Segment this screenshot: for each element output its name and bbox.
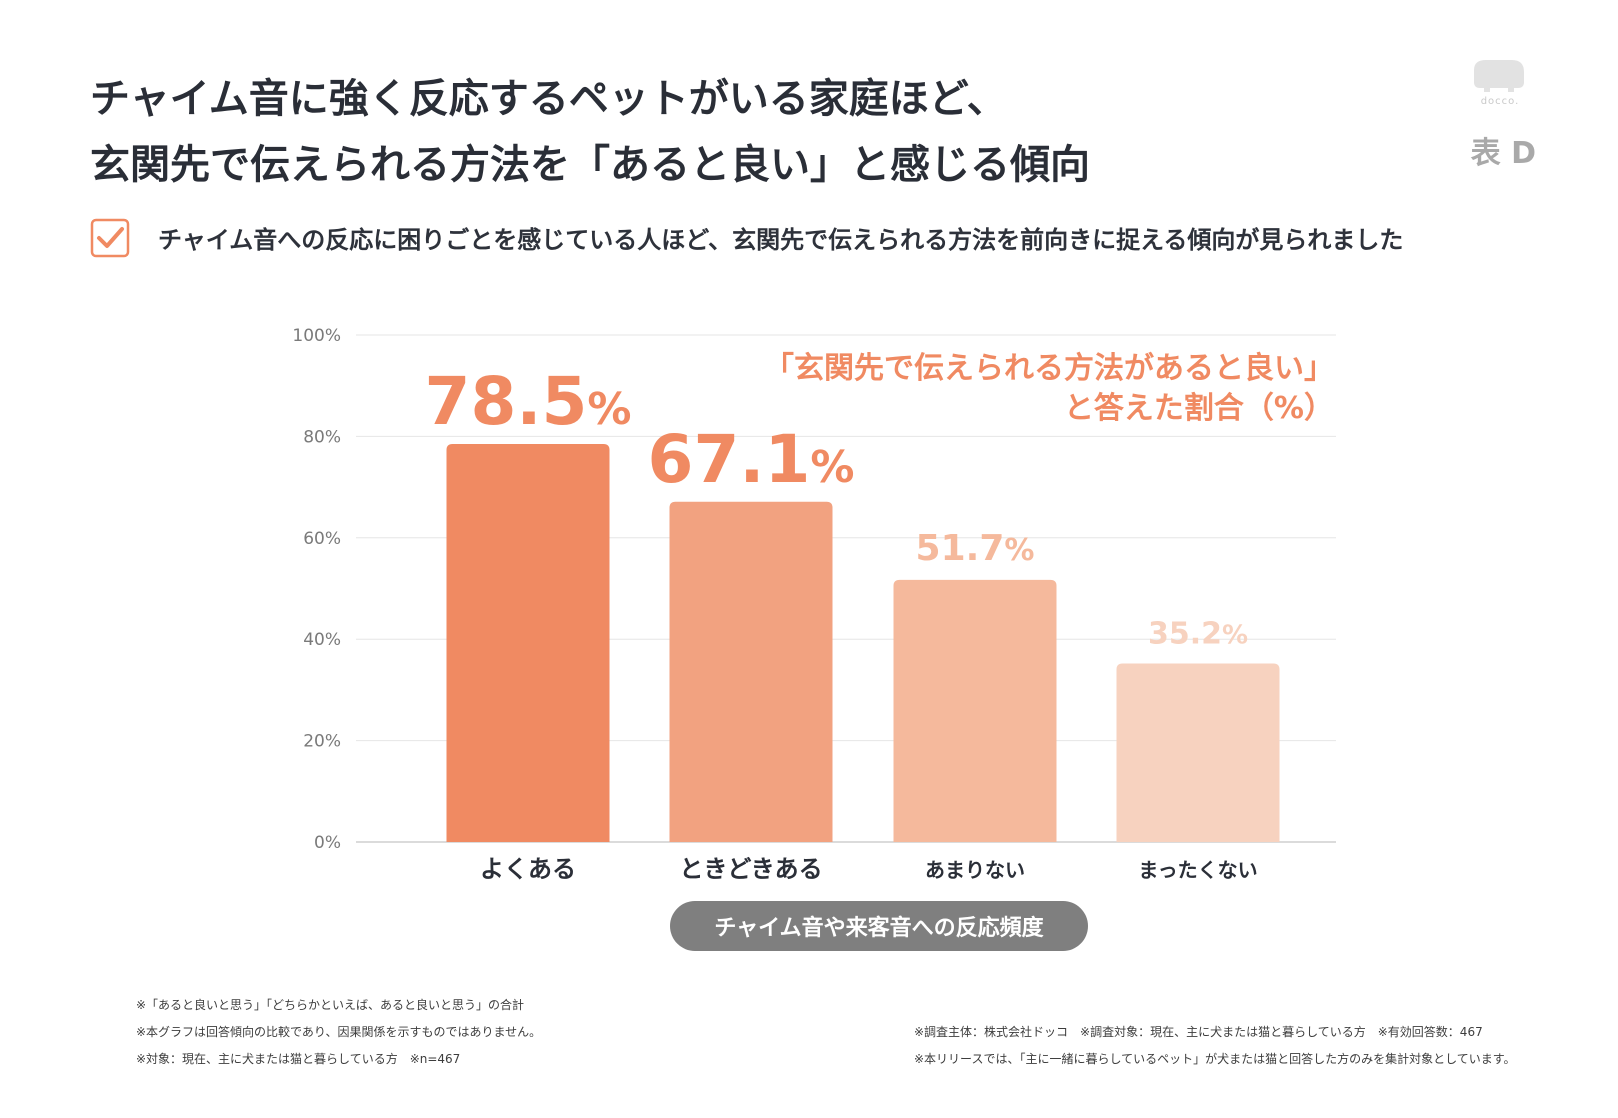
chart-title-line-1: 「玄関先で伝えられる方法があると良い」 bbox=[764, 351, 1334, 386]
bar bbox=[669, 501, 833, 842]
bar bbox=[1116, 663, 1280, 842]
page-title-line-1: チャイム音に強く反応するペットがいる家庭ほど、 bbox=[90, 76, 1007, 122]
y-tick-label: 0% bbox=[314, 833, 341, 853]
logo-text: docco. bbox=[1480, 96, 1520, 107]
data-label: 35.2% bbox=[1148, 617, 1248, 652]
y-tick-label: 20% bbox=[303, 732, 341, 752]
y-tick-label: 40% bbox=[303, 630, 341, 650]
footnotes-right: ※調査主体：株式会社ドッコ ※調査対象：現在、主に犬または猫と暮らしている方 ※… bbox=[914, 1019, 1516, 1073]
y-tick-label: 80% bbox=[303, 427, 341, 447]
chart-title-line-2: と答えた割合（%） bbox=[1064, 391, 1334, 426]
y-tick-label: 100% bbox=[292, 326, 341, 346]
footnote: ※「あると良いと思う」「どちらかといえば、あると良いと思う」の合計 bbox=[136, 998, 525, 1012]
bar bbox=[446, 444, 610, 842]
footnote: ※本グラフは回答傾向の比較であり、因果関係を示すものではありません。 bbox=[136, 1025, 542, 1039]
docco-logo-icon bbox=[1474, 60, 1524, 92]
y-tick-label: 60% bbox=[303, 529, 341, 549]
x-axis-title: チャイム音や来客音への反応頻度 bbox=[714, 915, 1044, 941]
data-label: 78.5% bbox=[425, 363, 632, 440]
footnote: ※対象：現在、主に犬または猫と暮らしている方 ※n=467 bbox=[136, 1052, 461, 1066]
footnotes-left: ※「あると良いと思う」「どちらかといえば、あると良いと思う」の合計 ※本グラフは… bbox=[136, 992, 541, 1073]
bar-chart: 0% 20% 40% 60% 80% 100% よくある 78.5% ときどきある 67.1% あま… bbox=[292, 326, 1336, 951]
data-label: 51.7% bbox=[916, 528, 1035, 569]
x-tick-label: まったくない bbox=[1138, 858, 1257, 882]
x-tick-label: ときどきある bbox=[679, 855, 822, 883]
summary-text: チャイム音への反応に困りごとを感じている人ほど、玄関先で伝えられる方法を前向きに… bbox=[158, 226, 1404, 254]
x-axis-title-pill bbox=[670, 901, 1088, 951]
x-tick-label: あまりない bbox=[925, 858, 1025, 882]
table-label: 表 D bbox=[1470, 136, 1536, 171]
page-title: チャイム音に強く反応するペットがいる家庭ほど、 玄関先で伝えられる方法を「あると… bbox=[90, 66, 1090, 198]
page-title-line-2: 玄関先で伝えられる方法を「あると良い」と感じる傾向 bbox=[90, 142, 1090, 188]
bar bbox=[893, 579, 1057, 842]
footnote: ※本リリースでは、「主に一緒に暮らしているペット」が犬または猫と回答した方のみを… bbox=[914, 1052, 1516, 1066]
checkbox-icon bbox=[90, 218, 130, 258]
x-tick-label: よくある bbox=[480, 855, 576, 883]
footnote: ※調査主体：株式会社ドッコ ※調査対象：現在、主に犬または猫と暮らしている方 ※… bbox=[914, 1025, 1483, 1039]
data-label: 67.1% bbox=[648, 421, 855, 498]
